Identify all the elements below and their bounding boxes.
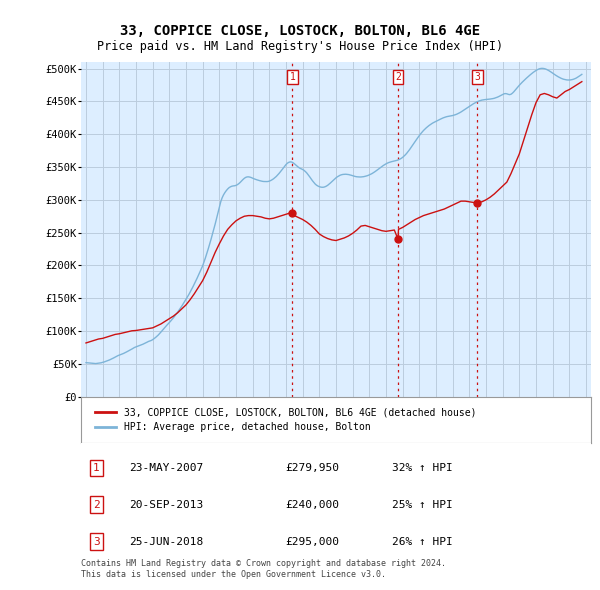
- Text: £279,950: £279,950: [285, 463, 339, 473]
- Text: Price paid vs. HM Land Registry's House Price Index (HPI): Price paid vs. HM Land Registry's House …: [97, 40, 503, 53]
- Text: 2: 2: [93, 500, 100, 510]
- Text: 26% ↑ HPI: 26% ↑ HPI: [392, 536, 453, 546]
- Text: £240,000: £240,000: [285, 500, 339, 510]
- Text: 25-JUN-2018: 25-JUN-2018: [130, 536, 204, 546]
- Text: 23-MAY-2007: 23-MAY-2007: [130, 463, 204, 473]
- Text: 3: 3: [475, 72, 480, 82]
- Text: £295,000: £295,000: [285, 536, 339, 546]
- Text: Contains HM Land Registry data © Crown copyright and database right 2024.
This d: Contains HM Land Registry data © Crown c…: [81, 559, 446, 579]
- Text: 20-SEP-2013: 20-SEP-2013: [130, 500, 204, 510]
- Text: 33, COPPICE CLOSE, LOSTOCK, BOLTON, BL6 4GE: 33, COPPICE CLOSE, LOSTOCK, BOLTON, BL6 …: [120, 24, 480, 38]
- Text: 2: 2: [395, 72, 401, 82]
- Text: 1: 1: [289, 72, 295, 82]
- Text: 3: 3: [93, 536, 100, 546]
- Text: 1: 1: [93, 463, 100, 473]
- Text: 25% ↑ HPI: 25% ↑ HPI: [392, 500, 453, 510]
- Text: 32% ↑ HPI: 32% ↑ HPI: [392, 463, 453, 473]
- Legend: 33, COPPICE CLOSE, LOSTOCK, BOLTON, BL6 4GE (detached house), HPI: Average price: 33, COPPICE CLOSE, LOSTOCK, BOLTON, BL6 …: [91, 404, 481, 436]
